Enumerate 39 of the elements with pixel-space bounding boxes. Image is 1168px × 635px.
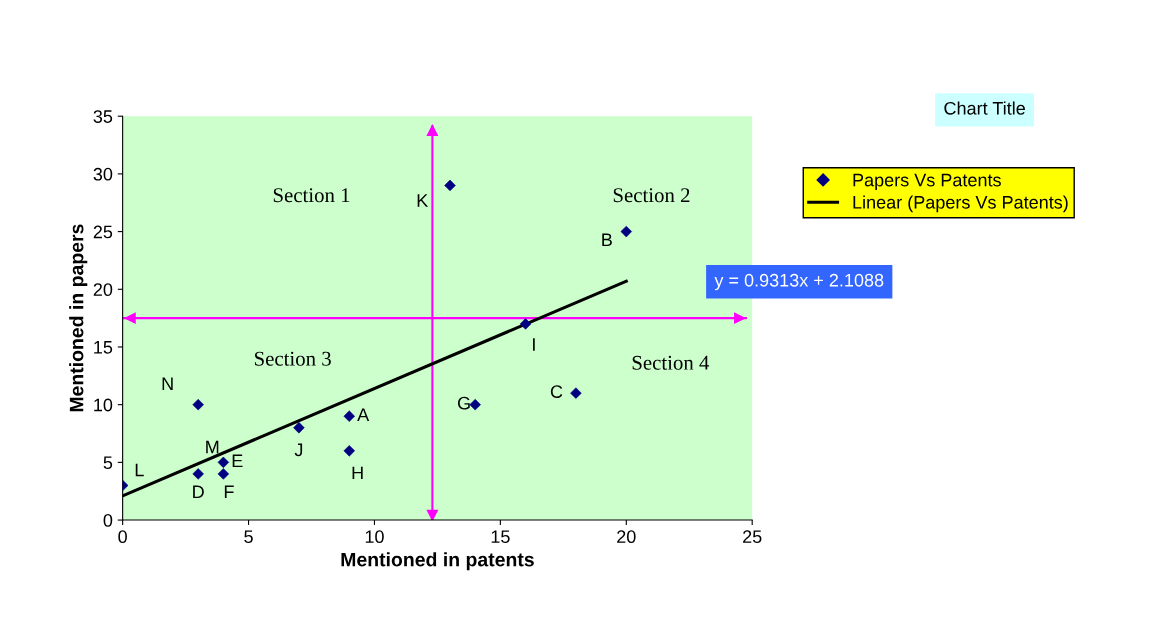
- annotation: J: [294, 443, 303, 457]
- y-tick-label: 10: [94, 398, 113, 412]
- annotation: N: [162, 377, 173, 390]
- annotation: A: [357, 408, 370, 421]
- y-tick-label: 30: [93, 167, 113, 181]
- annotation: L: [135, 463, 144, 477]
- x-tick-label: 25: [743, 530, 762, 544]
- x-tick-label: 20: [617, 530, 636, 544]
- annotation: y = 0.9313x + 2.1088: [714, 273, 884, 291]
- point: [293, 422, 305, 434]
- annotation: I: [533, 338, 535, 351]
- annotation: K: [417, 194, 429, 207]
- annotation: Section 4: [632, 355, 710, 370]
- x-tick-label: 0: [118, 530, 127, 544]
- y-tick-label: 25: [93, 225, 113, 239]
- y-tick-label: 35: [93, 110, 113, 123]
- annotation: G: [457, 396, 470, 410]
- annotation: Section 2: [613, 188, 690, 203]
- annotation: E: [232, 454, 243, 468]
- legend-label: Linear (Papers Vs Patents): [853, 195, 1068, 213]
- legend-label: Papers Vs Patents: [853, 173, 1001, 191]
- annotation: F: [224, 485, 234, 499]
- annotation: H: [352, 466, 363, 480]
- x-tick-label: 5: [244, 530, 253, 544]
- annotation: Section 1: [273, 188, 350, 203]
- y-tick-label: 20: [93, 283, 113, 297]
- annotation: M: [206, 440, 219, 454]
- annotation: C: [550, 385, 563, 398]
- annotation: B: [602, 233, 612, 246]
- y-tick-label: 5: [103, 456, 113, 470]
- y-tick-label: 0: [103, 514, 113, 527]
- x-tick-label: 15: [491, 530, 510, 544]
- y-tick-label: 15: [94, 341, 113, 354]
- y-axis-title: Mentioned in papers: [69, 224, 88, 412]
- text: Chart Title: [944, 101, 1025, 115]
- x-tick-label: 10: [365, 530, 384, 544]
- annotation: Section 3: [254, 351, 331, 366]
- x-axis-title: Mentioned in patents: [341, 552, 534, 571]
- annotation: D: [193, 485, 204, 499]
